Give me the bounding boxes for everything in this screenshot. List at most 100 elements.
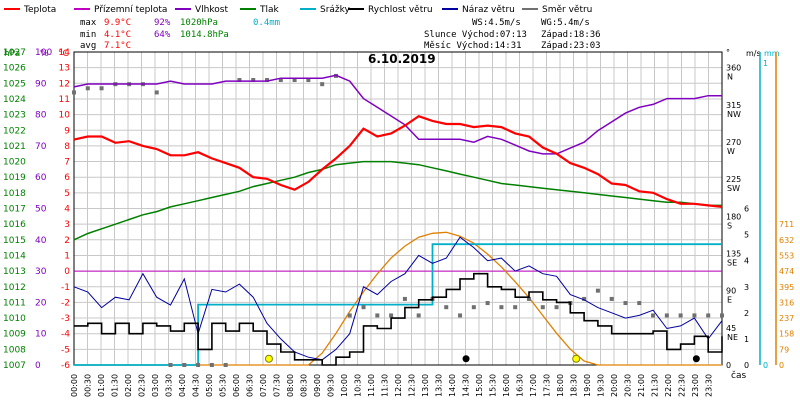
- pressure-tick: 1012: [3, 283, 26, 293]
- direction-tick: 0: [726, 361, 731, 370]
- pressure-tick: 1013: [3, 267, 26, 277]
- pressure-tick: 1010: [3, 314, 26, 324]
- axis-right: 360 315 270 225 180 135 90 45 0 N NW W SW S SE E NE 6 5 4 3 2…: [726, 52, 794, 370]
- pressure-tick: 1025: [3, 79, 26, 89]
- humidity-tick: 80: [35, 111, 47, 121]
- direction-letter: S: [727, 221, 732, 230]
- wind-direction-point: [168, 363, 173, 367]
- pressure-tick: 1024: [3, 95, 26, 105]
- x-tick: 03:30: [165, 374, 174, 397]
- wind-direction-point: [72, 90, 76, 95]
- stats-min-hum: 64%: [154, 30, 171, 40]
- pressure-tick: 1011: [3, 298, 26, 308]
- temperature-tick: -6: [61, 361, 70, 371]
- solar-tick: 474: [779, 267, 794, 276]
- solar-tick: 632: [779, 236, 794, 245]
- direction-tick: 135: [726, 249, 741, 258]
- wind-direction-point: [85, 86, 90, 91]
- pressure-tick: 1023: [3, 111, 26, 121]
- x-tick: 21:30: [651, 374, 660, 397]
- x-tick: 03:00: [151, 374, 160, 397]
- pressure-tick: 1007: [3, 361, 26, 371]
- wind-tick: 0: [744, 361, 749, 370]
- wind-direction-point: [389, 313, 394, 318]
- stats-max-label: max: [80, 18, 97, 28]
- humidity-tick: 90: [35, 79, 47, 89]
- temperature-tick: 14: [59, 48, 71, 58]
- pressure-tick: 1015: [3, 236, 26, 246]
- wind-tick: 4: [744, 257, 749, 266]
- info-moon-rise: Měsíc Východ:14:31: [424, 41, 522, 51]
- x-tick: 08:00: [286, 374, 295, 397]
- axis-x: 00:00 00:30 01:00 01:30 02:00 02:30 03:00 03:30…: [70, 374, 714, 397]
- direction-letter: E: [727, 296, 732, 305]
- plot-area: [72, 73, 724, 367]
- axis-left: 1027102610251024102310221021102010191018…: [3, 48, 70, 371]
- x-tick: 10:00: [340, 374, 349, 397]
- wind-direction-point: [595, 288, 600, 293]
- pressure-unit: hPa: [4, 49, 20, 59]
- wind-direction-point: [609, 296, 614, 301]
- x-tick: 15:00: [475, 374, 484, 397]
- solar-tick: 237: [779, 314, 794, 323]
- x-tick: 14:30: [462, 374, 471, 397]
- direction-letter: N: [727, 73, 733, 82]
- x-tick: 20:00: [610, 374, 619, 397]
- stats-min-temp: 4.1°C: [104, 30, 131, 40]
- humidity-tick: 30: [35, 267, 47, 277]
- temperature-tick: 6: [64, 173, 70, 183]
- temperature-tick: 11: [59, 95, 70, 105]
- x-tick: 22:30: [678, 374, 687, 397]
- info-block: WS:4.5m/s WG:5.4m/s Slunce Východ:07:13 …: [424, 18, 601, 51]
- wind-direction-point: [485, 301, 490, 306]
- wind-direction-point: [251, 78, 256, 83]
- series-rain: [74, 243, 722, 366]
- x-tick: 23:30: [705, 374, 714, 397]
- wind-direction-point: [444, 305, 449, 310]
- x-axis-label: čas: [731, 370, 746, 381]
- x-tick: 07:30: [273, 374, 282, 397]
- x-tick: 04:00: [178, 374, 187, 397]
- direction-tick: 180: [726, 212, 741, 221]
- x-tick: 17:00: [529, 374, 538, 397]
- wind-direction-point: [292, 78, 297, 83]
- wind-tick: 1: [744, 335, 749, 344]
- wind-direction-point: [182, 363, 187, 367]
- x-tick: 18:30: [570, 374, 579, 397]
- wind-direction-point: [265, 78, 270, 83]
- wind-direction-point: [375, 313, 380, 318]
- x-tick: 20:30: [624, 374, 633, 397]
- series-temperature: [73, 114, 723, 208]
- pressure-tick: 1008: [3, 345, 26, 355]
- stats-max-hum: 92%: [154, 18, 171, 28]
- wind-unit: m/s: [746, 49, 761, 58]
- wind-direction-point: [499, 305, 504, 310]
- x-tick: 12:00: [394, 374, 403, 397]
- legend-label: Náraz větru: [462, 5, 515, 15]
- x-tick: 13:30: [435, 374, 444, 397]
- info-wg: WG:5.4m/s: [541, 18, 590, 28]
- stats-avg-label: avg: [80, 41, 96, 51]
- humidity-tick: 0: [35, 361, 41, 371]
- legend: Teplota Přízemní teplota Vlhkost Tlak Srážky…: [4, 5, 592, 15]
- pressure-tick: 1022: [3, 126, 26, 136]
- temperature-tick: 2: [64, 236, 70, 246]
- wind-direction-point: [554, 305, 559, 310]
- x-tick: 19:00: [583, 374, 592, 397]
- x-tick: 12:30: [408, 374, 417, 397]
- direction-tick: 270: [726, 138, 741, 147]
- series-wind-gust: [73, 236, 723, 361]
- x-tick: 17:30: [543, 374, 552, 397]
- x-tick: 16:00: [502, 374, 511, 397]
- direction-letter: NE: [727, 333, 738, 342]
- temperature-tick: 13: [59, 64, 70, 74]
- temperature-tick: -3: [61, 314, 70, 324]
- wind-tick: 5: [744, 231, 749, 240]
- wind-direction-point: [306, 78, 311, 83]
- legend-label: Vlhkost: [195, 5, 228, 15]
- direction-tick: 315: [726, 101, 741, 110]
- stats-max-rain: 0.4mm: [253, 18, 280, 28]
- wind-direction-point: [582, 296, 587, 301]
- humidity-unit: %: [40, 49, 49, 59]
- pressure-tick: 1019: [3, 173, 26, 183]
